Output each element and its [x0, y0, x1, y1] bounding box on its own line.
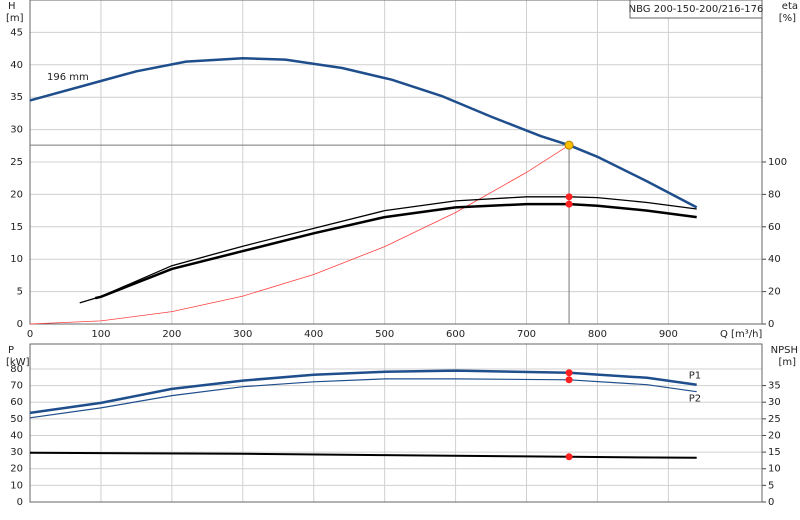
series-label: P2 [689, 394, 701, 405]
y-tick-label: 70 [10, 381, 23, 392]
x-tick-label: 0 [27, 329, 33, 340]
duty-point [564, 140, 574, 150]
y2-tick-label: 60 [768, 222, 781, 233]
y2-axis-unit: [m] [778, 357, 796, 368]
curve [29, 369, 697, 415]
y-tick-label: 20 [10, 189, 23, 200]
x-axis-label: Q [m³/h] [720, 329, 762, 340]
y-tick-label: 80 [10, 364, 23, 375]
x-tick-label: 900 [659, 329, 678, 340]
y-tick-label: 25 [10, 157, 23, 168]
y2-tick-label: 5 [768, 480, 774, 491]
y-tick-label: 10 [10, 480, 23, 491]
y2-axis-label: eta [782, 1, 798, 12]
y2-tick-label: 35 [768, 381, 781, 392]
y-tick-label: 0 [17, 497, 23, 508]
x-tick-label: 100 [91, 329, 110, 340]
y2-tick-label: 15 [768, 447, 781, 458]
y-tick-label: 30 [10, 125, 23, 136]
y-axis-label: P [8, 345, 14, 356]
y-tick-label: 45 [10, 27, 23, 38]
y-tick-label: 20 [10, 464, 23, 475]
y-tick-label: 0 [17, 319, 23, 330]
y-tick-label: 35 [10, 92, 23, 103]
y-tick-label: 30 [10, 447, 23, 458]
y2-tick-label: 0 [768, 319, 774, 330]
curve [95, 202, 697, 300]
y-axis-unit: [kW] [6, 357, 30, 368]
y2-tick-label: 30 [768, 397, 781, 408]
chart-title: NBG 200-150-200/216-176 [629, 4, 764, 15]
y2-tick-label: 80 [768, 189, 781, 200]
y2-axis-unit: [%] [779, 13, 796, 24]
curve [79, 196, 697, 304]
y2-tick-label: 0 [768, 497, 774, 508]
x-tick-label: 600 [446, 329, 465, 340]
operating-marker [565, 376, 573, 384]
operating-marker [565, 193, 573, 201]
y2-tick-label: 40 [768, 254, 781, 265]
y-tick-label: 40 [10, 60, 23, 71]
plot-frame [29, 0, 763, 325]
curve [29, 144, 570, 325]
y2-axis-label: NPSH [771, 345, 798, 356]
curve [29, 57, 698, 209]
curve [29, 451, 697, 459]
curve [29, 378, 697, 419]
series-label: P1 [689, 371, 701, 382]
curve-annotation: 196 mm [47, 72, 89, 83]
y-tick-label: 50 [10, 414, 23, 425]
x-tick-label: 300 [233, 329, 252, 340]
title-box [629, 0, 763, 19]
y2-tick-label: 20 [768, 287, 781, 298]
operating-marker [565, 453, 573, 461]
x-tick-label: 800 [588, 329, 607, 340]
x-tick-label: 700 [517, 329, 536, 340]
y-tick-label: 5 [17, 287, 23, 298]
operating-marker [565, 200, 573, 208]
y-axis-unit: [m] [6, 13, 24, 24]
operating-marker [565, 369, 573, 377]
y-tick-label: 40 [10, 430, 23, 441]
plot-frame [29, 343, 763, 503]
y-tick-label: 10 [10, 254, 23, 265]
x-tick-label: 400 [304, 329, 323, 340]
x-tick-label: 500 [375, 329, 394, 340]
y-tick-label: 60 [10, 397, 23, 408]
y-axis-label: H [8, 1, 16, 12]
y2-tick-label: 20 [768, 430, 781, 441]
y2-tick-label: 100 [768, 157, 787, 168]
y-tick-label: 15 [10, 222, 23, 233]
y2-tick-label: 10 [768, 464, 781, 475]
y2-tick-label: 25 [768, 414, 781, 425]
x-tick-label: 200 [162, 329, 181, 340]
